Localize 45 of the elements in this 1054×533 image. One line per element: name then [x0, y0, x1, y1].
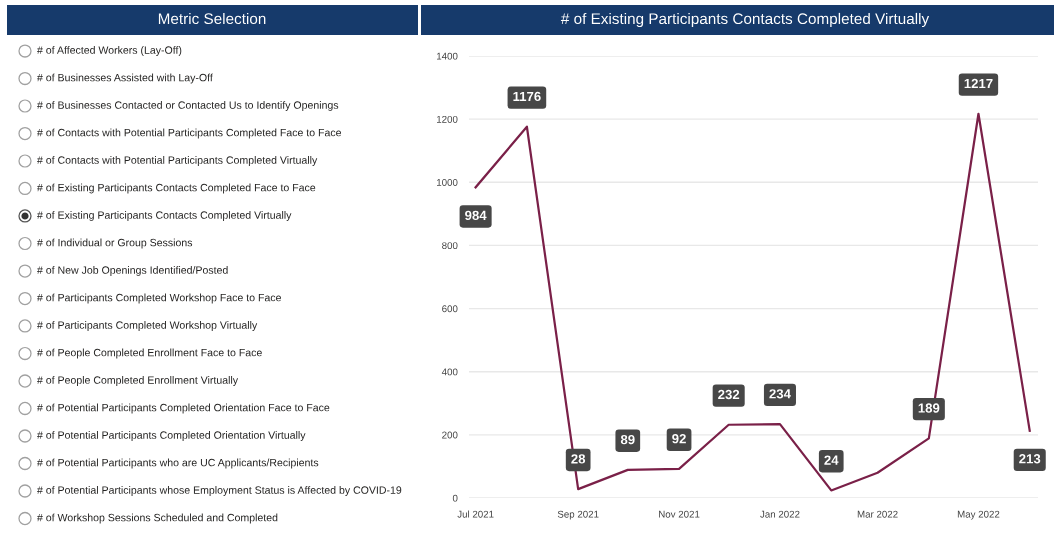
text: # of Businesses Assisted with Lay-Off: [37, 73, 213, 84]
data-label: 28: [571, 454, 586, 464]
data-label: 1176: [513, 91, 541, 102]
data-label: 189: [918, 403, 940, 413]
text: # of People Completed Enrollment Face to Face: [37, 348, 262, 359]
text: # of Potential Participants Completed Orientation Face to Face: [37, 403, 330, 414]
x-tick-label: Mar 2022: [857, 510, 898, 518]
x-tick-label: Nov 2021: [659, 510, 700, 518]
y-tick-label: 0: [452, 494, 458, 502]
y-tick-label: 800: [442, 242, 458, 250]
data-label: 234: [769, 389, 791, 399]
text: # of Potential Participants Completed Orientation Virtually: [37, 431, 306, 441]
text: # of Businesses Contacted or Contacted Us to Identify Openings: [37, 101, 339, 111]
data-label: 1217: [964, 78, 993, 89]
y-tick-label: 600: [442, 305, 458, 313]
text: # of Workshop Sessions Scheduled and Completed: [37, 513, 278, 524]
x-tick-label: Jan 2022: [760, 510, 800, 518]
y-tick-label: 1000: [437, 179, 458, 186]
data-label: 24: [824, 455, 839, 465]
text: # of People Completed Enrollment Virtually: [37, 376, 239, 386]
data-label: 92: [672, 433, 686, 444]
text: # of Potential Participants who are UC Applicants/Recipients: [37, 458, 319, 469]
data-label: 89: [620, 434, 635, 445]
text: # of Contacts with Potential Participants Completed Face to Face: [37, 128, 342, 139]
y-tick-label: 400: [441, 368, 458, 376]
x-tick-label: Jul 2021: [457, 510, 494, 518]
text: Metric Selection: [158, 12, 266, 25]
text: # of Contacts with Potential Participants Completed Virtually: [37, 156, 318, 166]
y-tick-label: 1400: [437, 52, 458, 60]
x-tick-label: May 2022: [957, 510, 1000, 520]
data-label: 232: [718, 389, 740, 400]
text: # of Participants Completed Workshop Face to Face: [37, 293, 281, 304]
y-tick-label: 200: [442, 431, 458, 439]
text: # of Existing Participants Contacts Completed Face to Face: [37, 183, 316, 194]
data-label: 984: [465, 210, 487, 221]
chart-title: # of Existing Participants Contacts Completed Virtually: [560, 12, 930, 28]
data-label: 213: [1019, 454, 1041, 464]
text: # of Affected Workers (Lay-Off): [37, 46, 182, 56]
text: # of Individual or Group Sessions: [37, 238, 193, 249]
text: # of New Job Openings Identified/Posted: [37, 266, 228, 276]
x-tick-label: Sep 2021: [557, 510, 599, 520]
text: # of Existing Participants Contacts Completed Virtually: [37, 211, 292, 221]
y-tick-label: 1200: [437, 115, 458, 123]
text: # of Participants Completed Workshop Virtually: [37, 321, 258, 331]
text: # of Potential Participants whose Employment Status is Affected by COVID-19: [37, 486, 402, 496]
